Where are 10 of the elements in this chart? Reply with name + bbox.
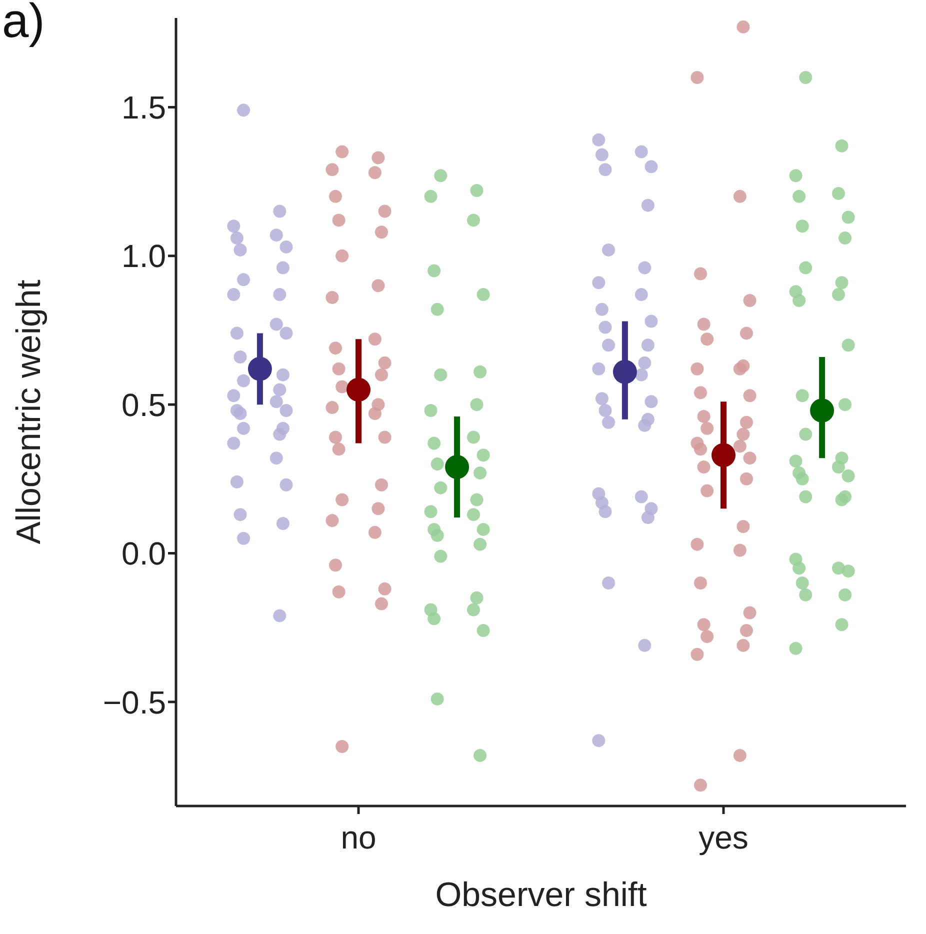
x-axis-title: Observer shift [435, 876, 648, 914]
y-tick-label: 0.0 [122, 536, 166, 572]
x-tick-label: yes [698, 820, 748, 856]
x-tick-label: no [340, 820, 376, 856]
y-tick-label: 1.5 [122, 90, 166, 126]
y-tick-label: 0.5 [122, 386, 166, 423]
y-tick-label: 1.0 [122, 238, 166, 274]
y-tick-label: −0.5 [102, 684, 166, 720]
y-axis-title: Allocentric weight [10, 279, 48, 544]
chart-title: a) [2, 0, 45, 49]
